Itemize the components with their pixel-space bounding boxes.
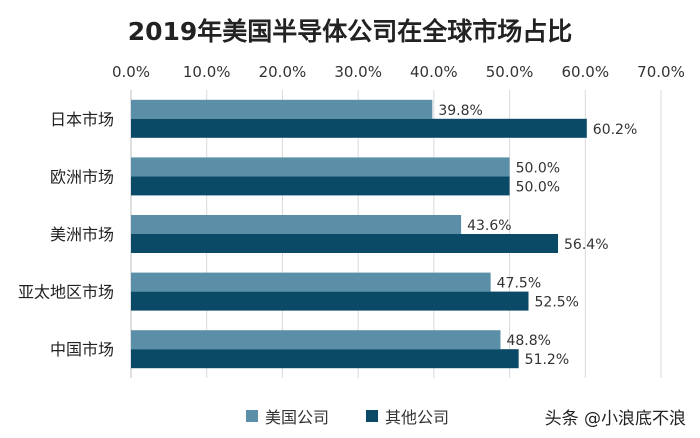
x-tick-label: 0.0%	[112, 63, 150, 81]
data-label: 48.8%	[506, 333, 550, 349]
bar	[131, 118, 587, 138]
data-label: 47.5%	[497, 276, 541, 292]
x-tick-label: 70.0%	[637, 63, 685, 81]
bar	[131, 234, 559, 253]
category-label: 亚太地区市场	[18, 283, 114, 302]
bar	[131, 215, 462, 234]
data-label: 39.8%	[438, 103, 482, 119]
x-tick-label: 40.0%	[410, 63, 458, 81]
bar	[131, 272, 491, 292]
chart-title: 2019年美国半导体公司在全球市场占比	[127, 17, 573, 46]
watermark: 头条 @小浪底不浪	[544, 409, 686, 429]
category-label: 中国市场	[50, 340, 114, 359]
data-label: 50.0%	[516, 179, 560, 195]
bar	[131, 99, 433, 119]
x-tick-label: 60.0%	[561, 63, 609, 81]
legend-swatch-other	[366, 410, 378, 422]
legend: 美国公司 其他公司	[0, 398, 700, 428]
data-label: 51.2%	[525, 352, 569, 368]
category-label: 日本市场	[50, 110, 114, 129]
category-label: 欧洲市场	[50, 167, 114, 186]
data-label: 43.6%	[467, 218, 511, 234]
legend-item-us: 美国公司	[246, 404, 329, 428]
bar	[131, 330, 501, 350]
x-tick-label: 10.0%	[183, 63, 231, 81]
data-label: 52.5%	[535, 295, 579, 311]
bar	[131, 176, 510, 196]
data-label: 50.0%	[516, 160, 560, 176]
data-label: 60.2%	[593, 122, 637, 138]
legend-label-us: 美国公司	[265, 408, 330, 427]
x-tick-label: 30.0%	[334, 63, 382, 81]
bar	[131, 291, 529, 311]
legend-item-other: 其他公司	[366, 404, 449, 428]
category-label: 美洲市场	[50, 225, 114, 244]
x-tick-label: 50.0%	[486, 63, 534, 81]
legend-swatch-us	[246, 410, 258, 422]
bar	[131, 157, 510, 177]
legend-label-other: 其他公司	[385, 408, 450, 427]
bar	[131, 349, 519, 369]
x-tick-label: 20.0%	[259, 63, 307, 81]
data-label: 56.4%	[564, 237, 608, 253]
